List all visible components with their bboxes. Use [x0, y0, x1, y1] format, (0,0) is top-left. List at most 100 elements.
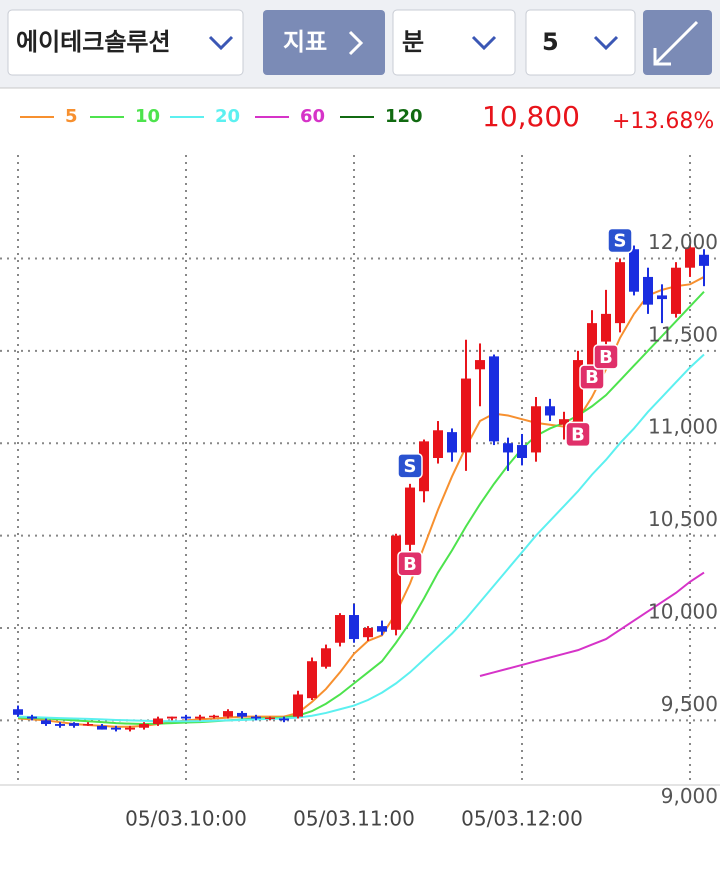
- select-box[interactable]: [392, 9, 516, 76]
- candle-body: [153, 718, 163, 725]
- legend-label: 120: [385, 106, 423, 127]
- candle-body: [181, 716, 191, 719]
- x-tick-label: 05/03.10:00: [125, 807, 247, 831]
- candle-body: [671, 267, 681, 314]
- unit-select[interactable]: 분: [392, 9, 516, 76]
- y-tick-label: 12,000: [648, 230, 718, 254]
- candle-body: [475, 360, 485, 370]
- candle-body: [559, 419, 569, 425]
- y-tick-label: 10,500: [648, 507, 718, 531]
- expand-button[interactable]: [643, 10, 712, 75]
- buy-label: B: [585, 367, 599, 388]
- chevron: [593, 35, 619, 51]
- candle-body: [587, 323, 597, 366]
- plot: [0, 155, 720, 785]
- candle-body: [97, 725, 107, 730]
- candle-body: [83, 724, 93, 726]
- sell-label: S: [404, 456, 417, 477]
- period-select[interactable]: 5: [525, 9, 636, 76]
- candle-body: [279, 718, 289, 721]
- select-box[interactable]: [7, 9, 244, 76]
- chevron: [471, 35, 497, 51]
- buy-marker: [593, 344, 619, 370]
- y-tick-label: 11,000: [648, 415, 718, 439]
- y-tick-label: 10,000: [648, 599, 718, 623]
- candle-body: [699, 254, 709, 266]
- ma-line: [17, 276, 705, 728]
- stock-select[interactable]: 에이테크솔루션: [7, 9, 244, 76]
- buy-label: B: [571, 424, 585, 445]
- candle-body: [223, 711, 233, 717]
- candle-body: [433, 430, 443, 458]
- candle-body: [13, 709, 23, 715]
- sell-marker: [607, 227, 633, 254]
- x-tick-label: 05/03.11:00: [293, 807, 415, 831]
- buy-marker: [565, 421, 591, 448]
- legend-label: 10: [135, 106, 160, 127]
- candle-body: [391, 535, 401, 630]
- legend-label: 5: [65, 106, 78, 127]
- x-tick-label: 05/03.12:00: [461, 807, 583, 831]
- y-tick-label: 9,500: [661, 692, 718, 716]
- candle-body: [545, 406, 555, 416]
- candle-body: [601, 313, 611, 342]
- candle-body: [125, 727, 135, 730]
- chevron: [208, 35, 234, 51]
- expand-icon: [653, 20, 699, 66]
- sell-marker: [397, 453, 423, 479]
- expand-icon: [653, 48, 671, 66]
- candle-body: [489, 356, 499, 442]
- legend-label: 60: [300, 106, 325, 127]
- candle-body: [629, 249, 639, 292]
- candle-body: [573, 360, 583, 425]
- candle-body: [111, 727, 121, 730]
- y-tick-label: 9,000: [661, 784, 718, 808]
- indicator-button[interactable]: 지표: [263, 10, 385, 75]
- candle-body: [685, 247, 695, 268]
- candle-body: [363, 627, 373, 638]
- candle-body: [643, 276, 653, 305]
- ma-line: [17, 291, 705, 726]
- candle-body: [209, 715, 219, 718]
- stock-name[interactable]: 에이테크솔루션: [16, 28, 171, 56]
- candle-body: [195, 716, 205, 719]
- overlay: 5 10 20 60 120 05/03.10:00 05/03.11:00 05/03.12…: [20, 106, 718, 831]
- y-tick-label: 11,500: [648, 322, 718, 346]
- candle-body: [657, 295, 667, 300]
- buy-label: B: [599, 347, 613, 368]
- candle-body: [531, 406, 541, 453]
- candle-body: [251, 716, 261, 719]
- candle-body: [461, 378, 471, 453]
- candle-body: [335, 615, 345, 643]
- ma-line: [479, 571, 705, 677]
- candle-body: [405, 487, 415, 545]
- candle-body: [69, 723, 79, 726]
- buy-label: B: [403, 554, 417, 575]
- candle-body: [447, 432, 457, 453]
- candle-body: [139, 724, 149, 728]
- change: +13.68%: [612, 109, 714, 134]
- indicator-label[interactable]: 지표: [283, 28, 327, 56]
- candle-body: [419, 441, 429, 492]
- ma-line: [17, 353, 705, 723]
- legend-label: 20: [215, 106, 240, 127]
- unit-label[interactable]: 분: [402, 28, 424, 56]
- candle-body: [167, 716, 177, 719]
- select-box[interactable]: [525, 9, 636, 76]
- candle-body: [349, 615, 359, 640]
- candle-body: [615, 262, 625, 324]
- candle-body: [377, 626, 387, 632]
- candle-body: [27, 716, 37, 719]
- candle-body: [265, 717, 275, 720]
- sell-label: S: [614, 230, 627, 251]
- button-box[interactable]: [263, 10, 385, 75]
- chevron: [348, 30, 364, 56]
- candle-body: [293, 694, 303, 717]
- buy-marker: [579, 364, 605, 390]
- candle-body: [41, 720, 51, 725]
- buy-marker: [397, 551, 423, 577]
- period-label[interactable]: 5: [542, 28, 559, 56]
- candle-body: [307, 661, 317, 699]
